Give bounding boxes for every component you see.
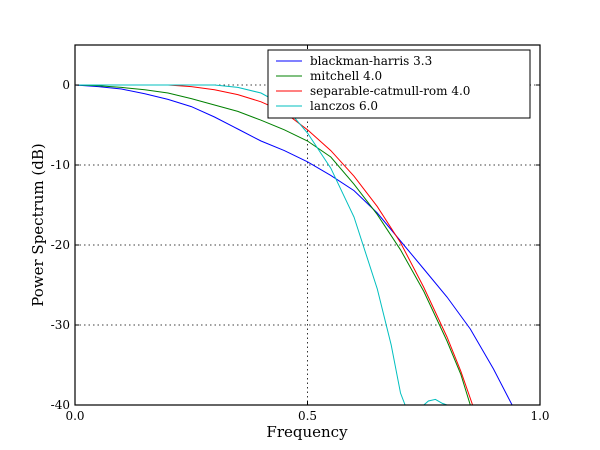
x-tick-label: 1.0 (530, 409, 549, 423)
y-tick-label: -10 (51, 158, 70, 172)
plot-area (75, 84, 513, 405)
legend-label: mitchell 4.0 (310, 69, 382, 83)
x-axis-label: Frequency (266, 423, 348, 441)
series-line-1 (75, 84, 513, 405)
legend-box (267, 49, 531, 119)
y-tick-label: -20 (51, 238, 70, 252)
x-tick-label: 0.5 (298, 409, 317, 423)
axes: 0.0 0.5 1.0 0 -10 -20 -30 -40 (51, 44, 550, 423)
y-tick-label: -40 (51, 398, 70, 412)
y-axis-label: Power Spectrum (dB) (29, 143, 47, 307)
series-line-2 (75, 84, 471, 405)
x-tick-label: 0.0 (65, 409, 84, 423)
legend-label: separable-catmull-rom 4.0 (310, 84, 470, 98)
series-line-4 (75, 84, 448, 405)
legend-label: lanczos 6.0 (310, 99, 378, 113)
legend-label: blackman-harris 3.3 (310, 54, 432, 68)
y-tick-label: -30 (51, 318, 70, 332)
y-tick-label: 0 (62, 78, 70, 92)
